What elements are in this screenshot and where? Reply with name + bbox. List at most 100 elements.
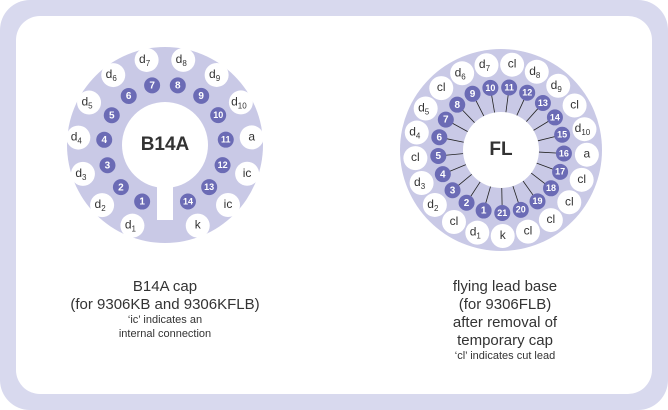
pin-label-sub: 1	[476, 232, 481, 241]
pin	[179, 193, 196, 210]
pin	[555, 145, 572, 162]
pin-label-text: cl	[524, 224, 533, 238]
pin-label-bubble	[524, 59, 549, 84]
pin-number: 8	[175, 80, 181, 91]
pin-number: 4	[440, 169, 446, 180]
pin-label-bubble	[171, 47, 196, 72]
pin	[214, 157, 231, 174]
pin-label: d1	[125, 218, 137, 234]
pin	[201, 179, 218, 196]
pin-label-bubble	[204, 62, 229, 87]
lead-spoke	[450, 122, 468, 133]
pin-label-text: d	[427, 197, 434, 211]
pin-label: cl	[450, 214, 459, 228]
lead-spoke	[516, 97, 526, 116]
pin-label: d10	[575, 121, 591, 137]
pin-label-bubble	[90, 193, 115, 218]
pin-number: 12	[218, 160, 228, 170]
pin-number: 19	[533, 196, 543, 206]
pin-label-sub: 7	[486, 64, 491, 73]
pin-number: 7	[443, 115, 449, 126]
lead-spoke	[525, 107, 540, 122]
lead-spoke	[512, 185, 520, 205]
pin-label-text: a	[584, 147, 591, 161]
lead-spoke	[536, 162, 555, 171]
pin-number: 6	[437, 132, 443, 143]
pin-label: d8	[529, 64, 541, 80]
pin-label-sub: 10	[581, 128, 590, 137]
pin-label-bubble	[441, 210, 466, 235]
lead-spoke	[505, 93, 509, 113]
caption-line: (for 9306KB and 9306KFLB)	[70, 296, 259, 313]
pin-label-bubble	[120, 213, 145, 238]
pin	[96, 131, 113, 148]
pin-label: d6	[455, 65, 467, 81]
pin-number: 1	[139, 197, 145, 208]
pin-label-text: d	[455, 65, 462, 79]
pin-label-sub: 8	[536, 71, 541, 80]
pin	[449, 96, 466, 113]
pin-label-bubble	[450, 61, 475, 86]
pin-number: 1	[481, 206, 487, 217]
pin-number: 9	[198, 91, 204, 102]
pin-label: d5	[81, 95, 93, 111]
pin-label-bubble	[77, 90, 102, 115]
pin-label-text: d	[125, 218, 132, 232]
pin-label-text: d	[409, 125, 416, 139]
pin	[112, 179, 129, 196]
pin-label: cl	[565, 194, 574, 208]
lead-spoke	[448, 164, 467, 173]
pin-label-sub: 4	[416, 132, 421, 141]
pin-label-text: k	[195, 218, 202, 232]
pin-label-text: cl	[565, 194, 574, 208]
pin-label-sub: 7	[146, 59, 151, 68]
pin-label-text: d	[71, 130, 78, 144]
pin-number: 4	[101, 135, 107, 146]
pin-label-bubble	[500, 52, 525, 77]
pin-label: cl	[411, 150, 420, 164]
pin-label-bubble	[562, 93, 587, 118]
pin-label-bubble	[413, 96, 438, 121]
pin-number: 10	[213, 110, 223, 120]
pin-label-bubble	[474, 53, 499, 78]
pin-number: 11	[504, 82, 514, 92]
pin-label-bubble	[403, 146, 428, 171]
pin-label-text: cl	[570, 98, 579, 112]
caption-line: (for 9306FLB)	[459, 296, 552, 313]
center-circle	[122, 102, 208, 188]
lead-spoke	[445, 138, 464, 143]
pin-label: a	[248, 130, 255, 144]
pin-number: 12	[522, 88, 532, 98]
pin-number: 8	[454, 100, 460, 111]
caption-line: temporary cap	[457, 332, 553, 349]
pin-label-text: d	[529, 64, 536, 78]
pin-label: d6	[106, 67, 118, 83]
caption-line: B14A cap	[133, 278, 197, 295]
pin-label-text: ic	[224, 197, 233, 211]
lead-spoke	[484, 186, 491, 205]
pin-number: 3	[450, 185, 456, 196]
pin-label-text: d	[575, 121, 582, 135]
pin-label-bubble	[70, 161, 95, 186]
pin-label-bubble	[569, 167, 594, 192]
pin-label: d2	[95, 197, 107, 213]
pin-label-sub: 3	[421, 182, 426, 191]
lead-spoke	[456, 173, 473, 187]
pin-label-bubble	[404, 120, 429, 145]
pin-label-bubble	[572, 117, 597, 142]
pin	[430, 147, 447, 164]
pin-label-bubble	[228, 90, 253, 115]
pin-number: 7	[149, 81, 155, 92]
pin	[431, 129, 448, 146]
pin-number: 13	[538, 98, 548, 108]
pin	[494, 204, 511, 221]
pin-label-text: d	[176, 52, 183, 66]
pin-label-text: d	[81, 95, 88, 109]
pin	[552, 163, 569, 180]
pin-label: cl	[524, 224, 533, 238]
pin-number: 14	[183, 196, 193, 206]
pin-number: 2	[118, 182, 124, 193]
pin-number: 20	[516, 205, 526, 215]
pin-label: cl	[570, 98, 579, 112]
pin-label-text: k	[500, 228, 507, 242]
